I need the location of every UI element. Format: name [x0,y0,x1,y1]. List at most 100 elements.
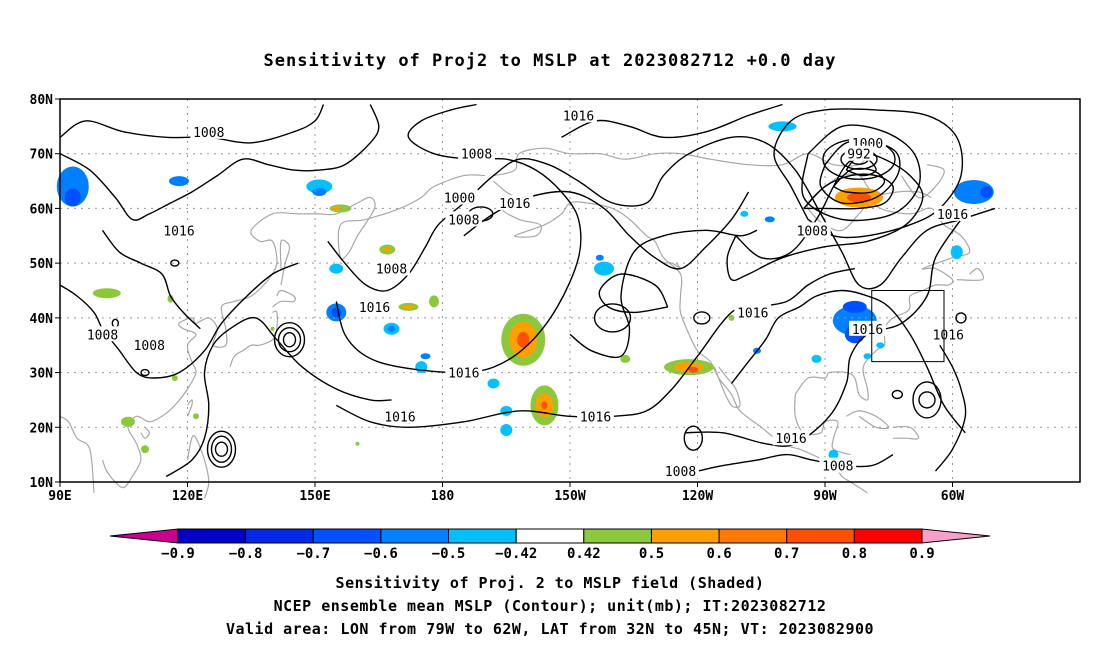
isobar-ring [273,322,306,358]
caption-line-2: NCEP ensemble mean MSLP (Contour); unit(… [273,597,827,615]
contour-label-bg [929,326,967,342]
contour-label-bg [130,337,168,353]
sensitivity-blob [863,353,872,360]
contour-label: 1008 [134,339,165,354]
colorbar: −0.9 −0.8 −0.7 −0.6 −0.5 −0.42 0.42 0.5 0.6 0.7 0.… [109,528,991,562]
isobar-line [335,103,582,374]
lat-label: 20N [30,421,54,436]
contour-label: 1008 [376,263,407,278]
mslp-contours [59,103,996,478]
isobar-ring [282,332,297,348]
isobar-ring [693,311,711,325]
lon-label: 90W [813,489,837,504]
contour-label-bg [445,364,483,380]
coastline [279,239,291,286]
sensitivity-blob [383,247,392,252]
map-title: Sensitivity of Proj2 to MSLP at 20230827… [263,51,837,71]
lat-label: 40N [30,312,54,327]
lat-label: 80N [30,93,54,108]
sensitivity-blob [402,304,415,309]
isobar-ring [683,425,703,451]
sensitivity-blob [193,413,199,420]
contour-label: 1016 [937,208,968,223]
coastline [892,425,920,440]
sensitivity-blob [121,416,135,427]
sensitivity-blob [953,180,994,204]
lon-label: 180 [431,489,455,504]
coastline [713,366,741,409]
contour-label-bg [496,194,534,210]
isobar-ring [593,303,632,333]
contour-label-bg [84,326,121,342]
isobar-line [569,229,758,359]
colorbar-cell [515,528,585,544]
coastline [956,267,984,281]
sensitivity-blob [594,261,614,276]
contour-label-bg [662,463,699,479]
sensitivity-blob [500,405,513,416]
colorbar-cell [853,528,923,544]
contour-label: 1008 [822,460,853,475]
colorbar-label: 0.42 [567,546,601,562]
contour-label: 1016 [563,109,594,124]
lat-label: 10N [30,476,54,491]
sensitivity-blob [420,353,431,360]
colorbar-cell [380,528,449,544]
contour-label-bg [849,320,886,336]
colorbar-label: −0.5 [432,546,466,562]
isobar-line [934,344,967,472]
isobar-line [335,267,855,429]
isobar-ring [214,441,229,457]
sensitivity-blob [688,366,699,373]
colorbar-label: 0.5 [639,546,664,562]
caption-line-3: Valid area: LON from 79W to 62W, LAT fro… [225,620,875,638]
lon-label: 120E [172,489,203,504]
isobar-line [684,219,962,447]
colorbar-cell [177,528,247,544]
contour-label-bg [160,222,198,238]
contour-label-bg [373,260,410,276]
coastline [140,426,150,439]
isobar-ring [891,389,903,400]
colorbar-label: −0.9 [161,546,195,562]
contour-label-bg [190,123,228,139]
contour-label: 1008 [665,465,696,480]
contour-label: 1008 [87,328,118,343]
sensitivity-blob [764,216,775,223]
sensitivity-blob [167,294,174,303]
colorbar-label: −0.42 [495,546,537,562]
sensitivity-blob [169,176,189,187]
sensitivity-blob [270,326,275,331]
lat-label: 70N [30,148,54,163]
sensitivity-blob [811,354,822,363]
colorbar-cell [448,528,517,544]
isobar-line [671,453,894,478]
sensitivity-blob [429,295,439,308]
coastline [663,262,682,270]
contour-labels: 1008101610081000992100010081016100810161… [84,107,971,480]
contour-label-bg [356,298,393,314]
isobar-line [803,173,894,210]
contour-label-bg [934,205,971,221]
isobar-ring [210,435,233,463]
sensitivity-blob [842,300,867,313]
sensitivity-blob [728,314,735,321]
contour-label-bg [772,430,810,446]
coastline [272,289,296,308]
isobar-ring [277,327,302,353]
lat-label: 30N [30,367,54,382]
lat-label: 60N [30,202,54,217]
lon-label: 120W [682,489,713,504]
lon-label: 150W [554,489,585,504]
colorbar-high-arrow [921,528,991,544]
sensitivity-blob [595,254,604,261]
contour-label: 1016 [384,410,415,425]
colorbar-cell [583,528,652,544]
isobar-line [598,273,669,314]
sensitivity-blob [306,179,333,194]
sensitivity-blob [828,449,839,460]
contour-label-bg [381,408,419,424]
gridlines [60,99,1080,482]
valid-area-box [871,290,945,363]
